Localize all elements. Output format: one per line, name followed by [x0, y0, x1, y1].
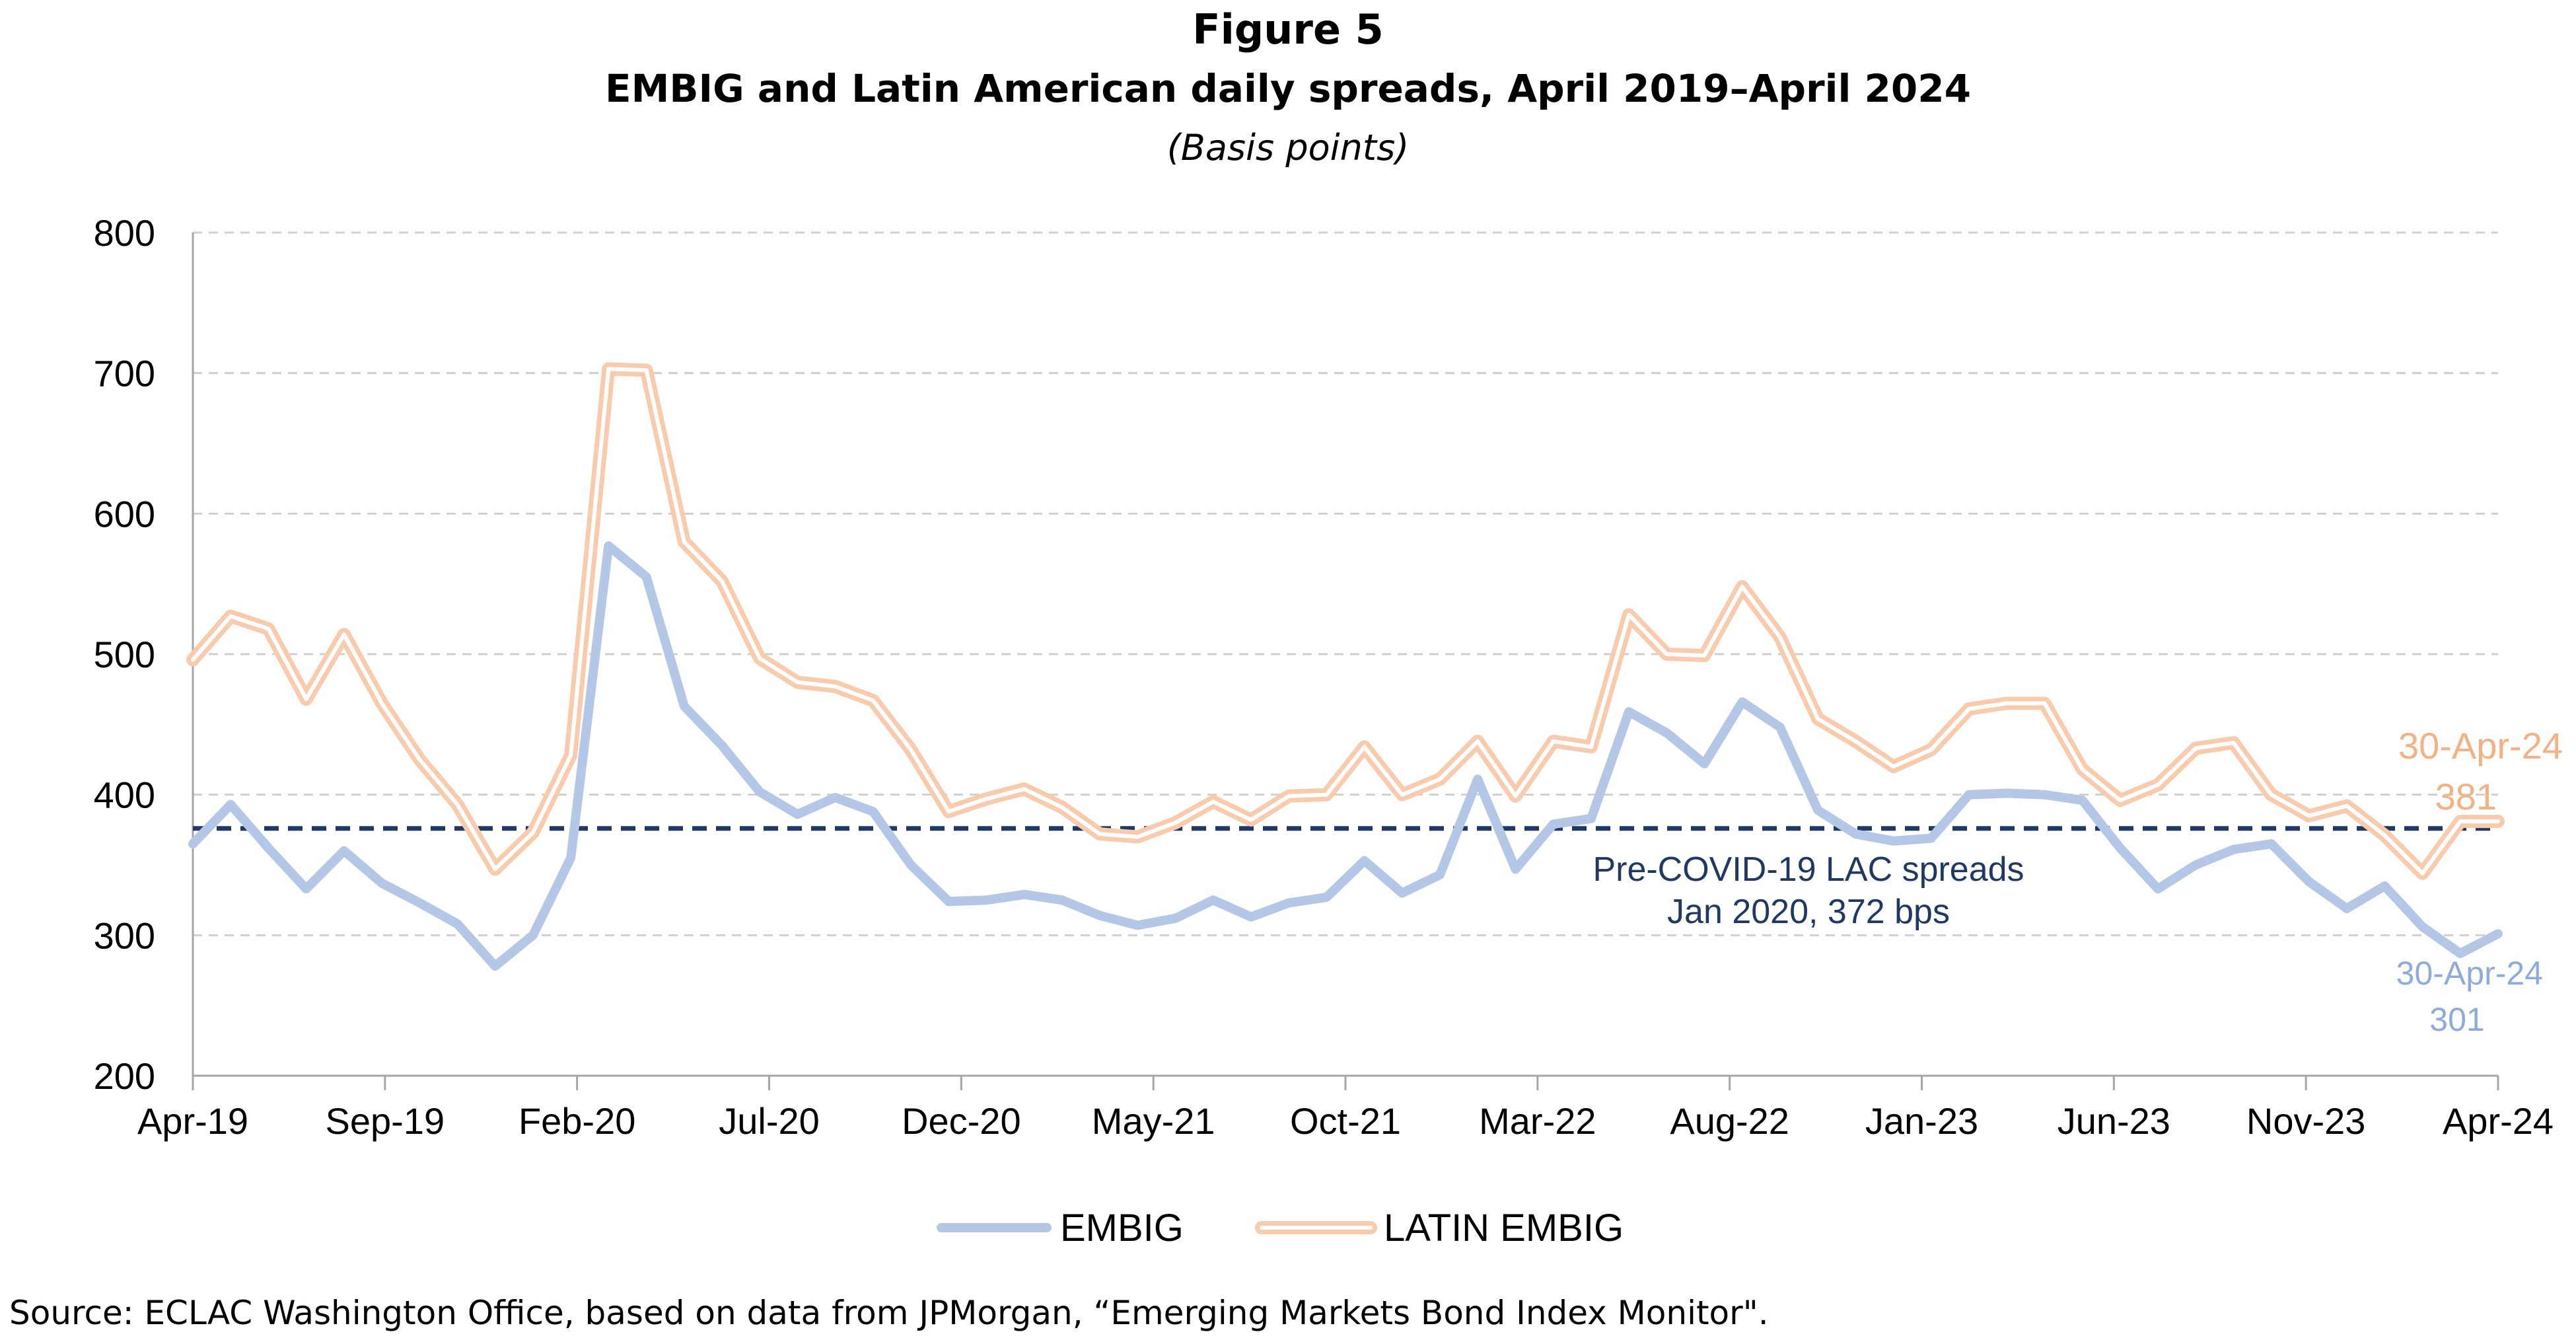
source-note: Source: ECLAC Washington Office, based o… [9, 1294, 1769, 1332]
y-tick-label: 500 [94, 634, 155, 675]
y-tick-label: 700 [94, 353, 155, 394]
legend: EMBIG LATIN EMBIG [937, 1207, 1624, 1249]
y-tick-label: 800 [94, 212, 155, 254]
chart-title: EMBIG and Latin American daily spreads, … [605, 66, 1971, 111]
x-tick-label: Feb-20 [519, 1100, 635, 1142]
y-tick-label: 200 [94, 1055, 155, 1097]
figure-label: Figure 5 [1192, 5, 1384, 54]
chart-subtitle: (Basis points) [1166, 127, 1410, 168]
x-tick-label: Apr-24 [2443, 1100, 2554, 1142]
x-tick-label: Nov-23 [2246, 1100, 2366, 1142]
y-tick-label: 400 [94, 774, 155, 816]
series-line-latin-embig-inner [191, 367, 2500, 876]
x-tick-label: Sep-19 [326, 1100, 445, 1142]
annotations: 30-Apr-24 381 30-Apr-24 301 [2396, 725, 2563, 1038]
x-tick-label: Mar-22 [1479, 1100, 1596, 1142]
reference-line-label: Pre-COVID-19 LAC spreads [1592, 850, 2024, 889]
x-tick-label: Oct-21 [1290, 1100, 1401, 1142]
annotation-embig-value: 301 [2429, 1001, 2484, 1038]
x-tick-label: Jun-23 [2057, 1100, 2170, 1142]
x-tick-label: May-21 [1092, 1100, 1215, 1142]
x-tick-label: Dec-20 [902, 1100, 1021, 1142]
series-line-latin-embig [186, 362, 2505, 880]
y-tick-label: 300 [94, 914, 155, 956]
annotation-latin-date: 30-Apr-24 [2398, 725, 2563, 766]
line-chart: 200 300 400 500 600 700 800 Apr-19 Sep-19 Feb-20 J… [94, 212, 2563, 1249]
axes: 200 300 400 500 600 700 800 Apr-19 Sep-19 Feb-20 J… [94, 212, 2554, 1142]
x-tick-label: Apr-19 [137, 1100, 248, 1142]
y-tick-label: 600 [94, 493, 155, 535]
x-tick-label: Jul-20 [719, 1100, 820, 1142]
legend-label-latin-embig: LATIN EMBIG [1384, 1207, 1624, 1249]
legend-label-embig: EMBIG [1060, 1207, 1184, 1249]
series-lines [186, 362, 2505, 971]
x-tick-label: Jan-23 [1865, 1100, 1978, 1142]
annotation-embig-date: 30-Apr-24 [2396, 955, 2543, 992]
annotation-latin-value: 381 [2435, 776, 2497, 817]
reference-line-label: Jan 2020, 372 bps [1667, 893, 1950, 931]
x-tick-label: Aug-22 [1670, 1100, 1789, 1142]
series-line-embig [188, 541, 2503, 971]
